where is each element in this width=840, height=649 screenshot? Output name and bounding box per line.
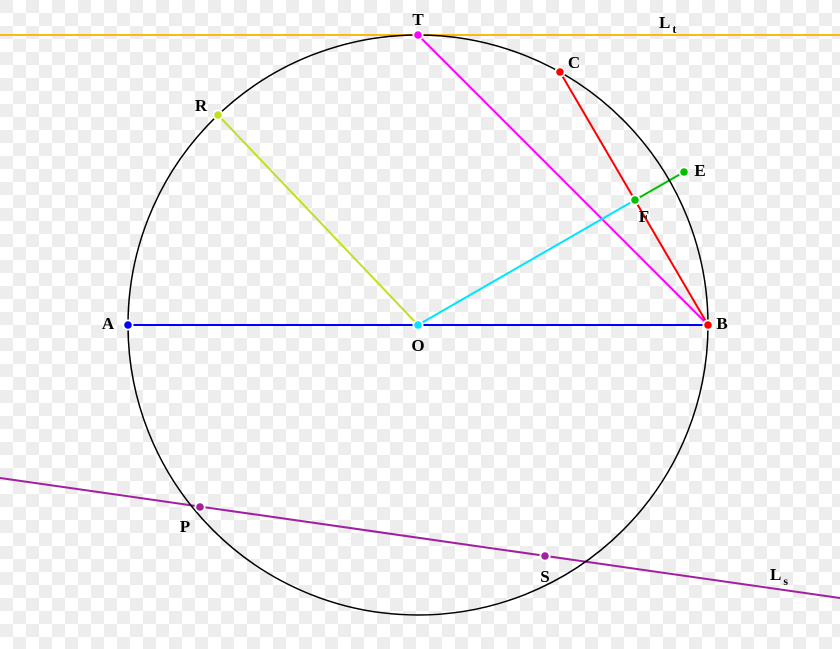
point-F (631, 196, 639, 204)
point-C (556, 68, 564, 76)
point-O (414, 321, 422, 329)
label-B: B (716, 314, 727, 333)
label-O: O (411, 336, 424, 355)
label-F: F (639, 207, 649, 226)
label-P: P (180, 517, 190, 536)
point-S (541, 552, 549, 560)
label-C: C (568, 53, 580, 72)
point-R (214, 111, 222, 119)
point-B (704, 321, 712, 329)
label-S: S (540, 567, 549, 586)
label-E: E (694, 161, 705, 180)
label-R: R (195, 96, 208, 115)
label-T: T (412, 10, 424, 29)
point-T (414, 31, 422, 39)
point-A (124, 321, 132, 329)
point-P (196, 503, 204, 511)
label-A: A (102, 314, 115, 333)
point-E (680, 168, 688, 176)
